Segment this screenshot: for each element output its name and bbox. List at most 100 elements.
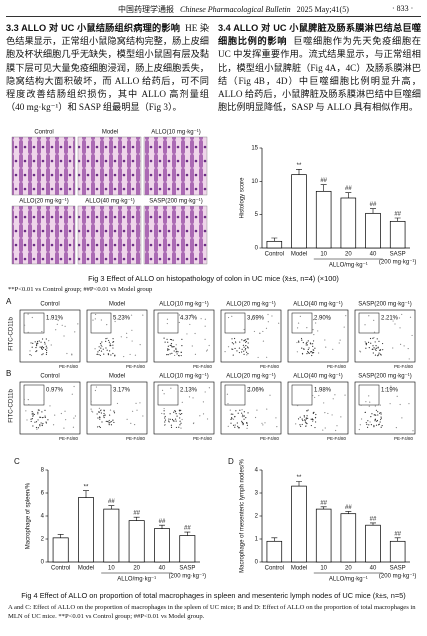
event-dot [23,324,26,326]
event-dot [233,337,236,340]
axis-label: PE-F4/80 [59,364,79,369]
event-dot [90,408,92,410]
event-dot [264,422,266,424]
event-dot [382,349,384,351]
event-dot [29,350,31,352]
event-dot [90,400,92,403]
event-dot [365,347,367,349]
event-dot [373,319,375,321]
group-label: ALLO/mg·kg⁻¹ [117,577,156,583]
event-dot [110,424,113,426]
event-dot [305,418,307,420]
event-dot [306,344,308,346]
event-dot [254,416,257,419]
y-tick-label: 3 [255,491,259,497]
event-dot [27,399,29,401]
event-dot [133,423,136,426]
event-dot [98,425,100,428]
event-dot [381,424,383,427]
event-dot [44,343,46,345]
event-dot [108,341,110,343]
axis-label: PE-F4/80 [126,364,146,369]
event-dot [96,426,99,428]
event-dot [368,395,370,397]
event-dot [234,426,236,428]
event-dot [44,416,46,418]
panel-label: ALLO(40 mg·kg⁻¹) [85,199,135,205]
event-dot [312,345,314,348]
event-dot [55,329,57,331]
event-dot [181,345,183,347]
x-tick-label: Model [291,566,307,572]
event-dot [322,429,324,431]
event-dot [28,403,30,406]
event-dot [241,422,243,424]
event-dot [175,420,177,422]
section: 3.3 ALLO 对 UC 小鼠结肠组织病理的影响 HE 染色结果显示，正常组小… [6,22,209,114]
event-dot [168,349,170,351]
event-dot [299,416,301,418]
event-dot [338,342,340,344]
event-dot [373,331,376,333]
event-dot [41,354,43,356]
event-dot [164,424,166,426]
x-tick-label: 20 [345,252,352,258]
event-dot [74,331,76,333]
event-dot [169,413,171,415]
event-dot [32,412,34,414]
event-dot [126,332,128,334]
event-dot [401,313,403,316]
event-dot [109,414,111,416]
event-dot [108,422,110,424]
event-dot [271,315,273,317]
event-dot [328,318,330,321]
event-dot [91,410,93,412]
event-dot [247,347,249,349]
event-dot [366,426,369,428]
event-dot [177,351,179,353]
event-dot [98,407,100,409]
significance-mark: ## [370,202,377,208]
event-dot [308,404,310,406]
event-dot [139,402,141,404]
event-dot [242,344,245,346]
bar [389,540,406,563]
event-dot [412,430,414,432]
event-dot [176,353,178,355]
x-tick-label: 10 [320,252,327,258]
event-dot [411,334,413,337]
event-dot [106,337,108,339]
event-dot [60,412,62,415]
bar [365,524,381,563]
event-dot [110,354,112,356]
event-dot [318,394,320,397]
event-dot [32,342,34,344]
event-dot [375,414,377,416]
event-dot [324,412,326,414]
event-dot [317,352,320,354]
event-dot [31,346,33,348]
event-dot [94,389,97,392]
event-dot [103,412,105,415]
event-dot [296,351,298,353]
event-dot [47,419,49,421]
event-dot [31,411,33,413]
event-dot [241,416,243,418]
significance-mark: ** [84,484,89,490]
axis-label: PE-F4/80 [327,436,347,441]
x-tick-label: 20 [133,566,140,572]
panel-letter: C [14,457,20,466]
event-dot [276,426,278,428]
error-bar [271,537,278,542]
event-dot [170,426,173,428]
error-bar [345,192,352,198]
event-dot [313,333,315,336]
event-dot [227,316,230,319]
event-dot [208,387,210,389]
event-dot [398,317,401,319]
event-dot [120,336,122,338]
event-dot [179,417,181,419]
gate-percent: 2.21% [381,316,399,322]
event-dot [227,346,230,348]
event-dot [100,347,102,349]
